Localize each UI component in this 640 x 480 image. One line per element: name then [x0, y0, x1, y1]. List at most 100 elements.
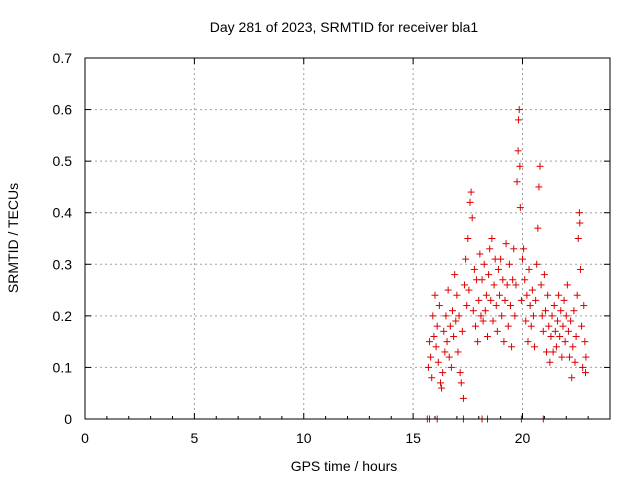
data-point — [527, 322, 535, 330]
data-point — [432, 343, 440, 351]
data-point — [492, 302, 500, 310]
data-point — [464, 235, 472, 242]
data-point — [511, 312, 519, 320]
data-point — [459, 394, 467, 402]
data-point — [562, 312, 570, 320]
data-point — [550, 302, 558, 310]
data-point — [512, 281, 520, 289]
data-point — [576, 265, 584, 273]
data-point — [476, 250, 484, 258]
data-point — [568, 374, 576, 382]
data-point — [563, 281, 571, 289]
data-point — [582, 353, 590, 361]
data-point — [456, 369, 464, 377]
data-point — [430, 332, 438, 340]
data-point — [496, 291, 504, 299]
data-point — [535, 183, 543, 191]
data-point — [466, 198, 474, 206]
y-tick-label: 0.2 — [53, 308, 73, 324]
data-point — [509, 276, 517, 284]
data-point — [426, 338, 434, 346]
data-point — [488, 235, 496, 242]
data-points — [423, 106, 590, 423]
y-tick-labels: 0 0.1 0.2 0.3 0.4 0.5 0.6 0.7 — [53, 50, 73, 427]
data-point — [486, 245, 494, 253]
data-point — [567, 317, 575, 325]
y-axis-label: SRMTID / TECUs — [5, 183, 21, 293]
data-point — [536, 162, 544, 170]
data-point — [510, 245, 518, 253]
data-point — [508, 343, 516, 351]
data-point — [455, 312, 463, 320]
data-point — [560, 296, 568, 304]
x-axis-label: GPS time / hours — [291, 458, 398, 474]
data-point — [521, 276, 529, 284]
data-point — [572, 332, 580, 340]
y-tick-label: 0.1 — [53, 359, 73, 375]
data-point — [434, 358, 442, 366]
data-point — [506, 302, 514, 310]
data-point — [489, 317, 497, 325]
data-point — [501, 296, 509, 304]
data-point — [485, 271, 493, 279]
data-point — [519, 255, 526, 263]
data-point — [465, 286, 473, 294]
axis-frame — [84, 57, 611, 420]
chart-title: Day 281 of 2023, SRMTID for receiver bla… — [210, 19, 479, 35]
data-point — [482, 291, 490, 299]
x-tick-label: 10 — [296, 430, 312, 446]
data-point — [424, 363, 432, 371]
data-point — [539, 327, 547, 335]
data-point — [579, 363, 587, 371]
grid — [85, 58, 610, 419]
data-point — [502, 240, 510, 248]
data-point — [534, 224, 542, 232]
data-point — [538, 312, 546, 320]
data-point — [431, 291, 439, 299]
x-tick-label: 15 — [405, 430, 421, 446]
data-point — [494, 265, 502, 273]
data-point — [481, 307, 489, 315]
data-point — [573, 291, 581, 299]
data-point — [528, 286, 536, 294]
data-point — [576, 219, 584, 227]
data-point — [564, 327, 572, 335]
data-point — [450, 332, 458, 340]
data-point — [427, 353, 435, 361]
data-point — [436, 379, 444, 387]
data-point — [558, 353, 566, 361]
data-point — [438, 384, 446, 392]
data-point — [556, 332, 564, 340]
data-point — [474, 338, 482, 346]
data-point — [561, 338, 569, 346]
y-tick-label: 0.6 — [53, 102, 73, 118]
data-point — [475, 296, 483, 304]
data-point — [526, 302, 534, 310]
data-point — [463, 302, 471, 310]
data-point — [445, 353, 453, 361]
data-point — [433, 322, 441, 330]
data-point — [451, 271, 459, 279]
data-point — [578, 322, 586, 330]
y-tick-label: 0 — [64, 411, 72, 427]
data-point — [480, 260, 488, 268]
data-point — [443, 338, 451, 346]
data-point — [555, 291, 563, 299]
data-point — [525, 265, 533, 273]
data-point — [537, 281, 545, 289]
data-point — [557, 307, 565, 315]
data-point — [552, 343, 560, 351]
data-point — [500, 338, 508, 346]
data-point — [442, 312, 450, 320]
data-point — [490, 281, 498, 289]
data-point — [549, 348, 557, 356]
data-point — [499, 276, 507, 284]
x-tick-labels: 0 5 10 15 20 — [81, 430, 530, 446]
data-point — [479, 317, 487, 325]
data-point — [449, 307, 456, 315]
data-point — [493, 327, 501, 335]
data-point — [548, 312, 556, 320]
data-point — [458, 327, 466, 335]
data-point — [439, 369, 447, 377]
data-point — [571, 358, 579, 366]
